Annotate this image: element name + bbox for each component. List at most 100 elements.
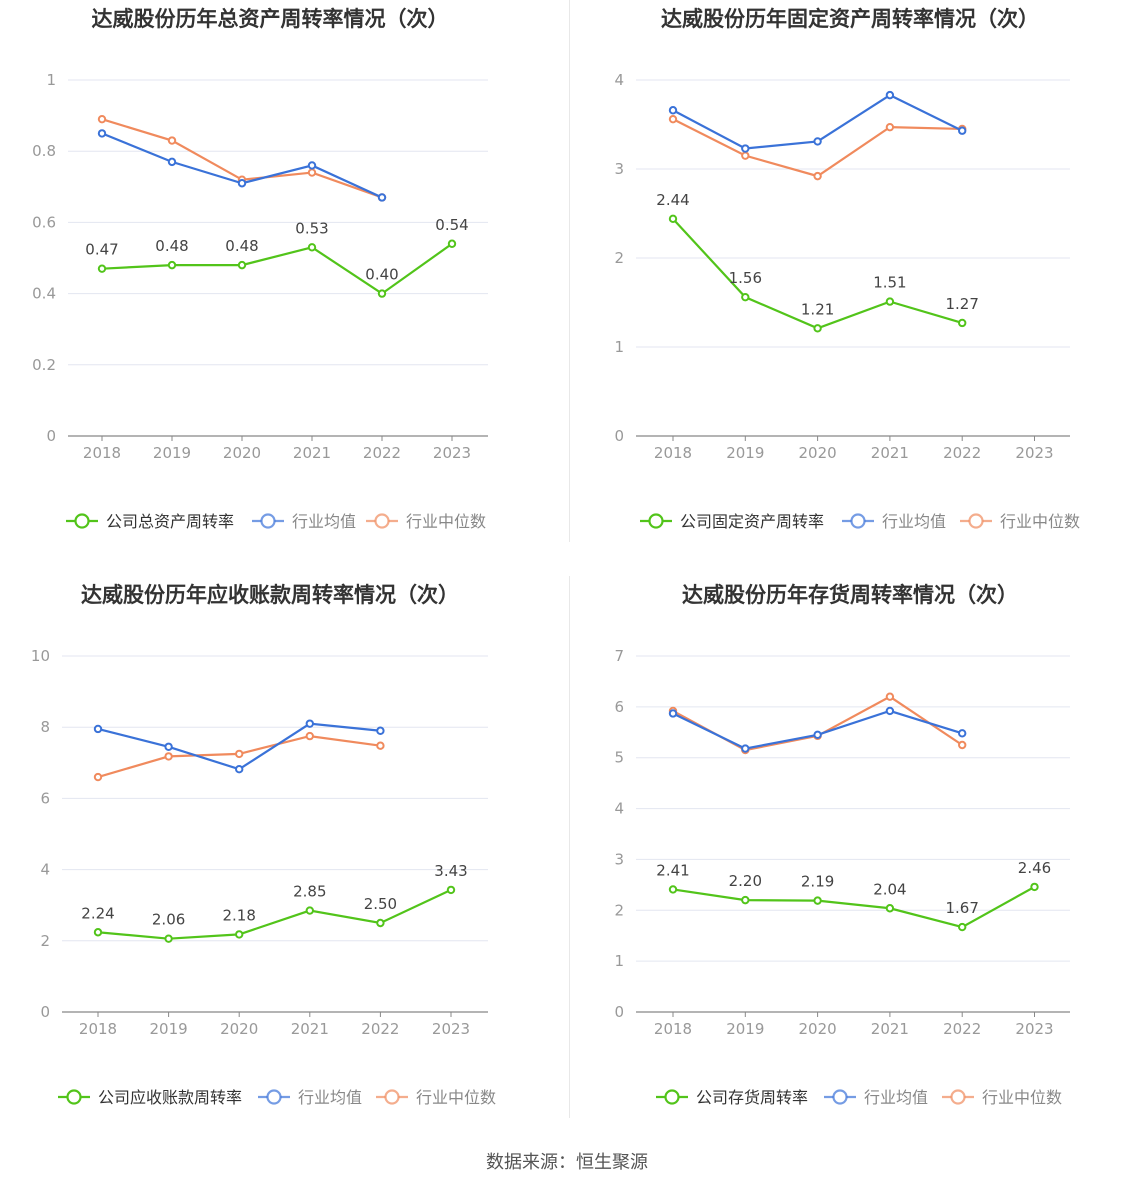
chart-title: 达威股份历年应收账款周转率情况（次） — [81, 583, 459, 607]
legend-marker-avg — [260, 513, 276, 529]
y-tick-label: 0.8 — [32, 142, 56, 160]
data-point-avg — [93, 724, 103, 734]
data-point-avg — [167, 157, 177, 167]
x-tick-label: 2021 — [871, 1020, 909, 1038]
y-tick-label: 4 — [614, 71, 624, 89]
x-tick-label: 2019 — [726, 1020, 764, 1038]
data-label: 0.53 — [295, 219, 328, 237]
legend-label-median: 行业中位数 — [416, 1088, 496, 1107]
chart-panel-receivables: 达威股份历年应收账款周转率情况（次） 0 2 4 6 8 10 2018 2019 2020 202… — [0, 576, 567, 1152]
chart-panel-fixed-assets: 达威股份历年固定资产周转率情况（次） 0 1 2 3 4 2018 2019 2020 2021 2… — [567, 0, 1134, 576]
data-label: 2.04 — [873, 880, 906, 898]
y-tick-label: 5 — [614, 749, 624, 767]
data-point-company — [958, 922, 967, 932]
chart-title: 达威股份历年固定资产周转率情况（次） — [661, 7, 1039, 31]
legend-marker-company — [66, 1089, 82, 1105]
legend-marker-median — [374, 513, 390, 529]
x-tick-label: 2020 — [799, 444, 837, 462]
data-label: 0.48 — [225, 237, 258, 255]
y-tick-label: 0 — [40, 1003, 50, 1021]
legend-marker-company — [664, 1089, 680, 1105]
x-tick-label: 2020 — [220, 1020, 258, 1038]
y-tick-label: 1 — [614, 952, 624, 970]
data-point-company — [885, 297, 895, 306]
data-point-avg — [668, 106, 678, 115]
x-tick-label: 2021 — [293, 444, 331, 462]
data-point-avg — [235, 765, 244, 774]
legend-marker-company — [74, 513, 90, 529]
chart-panel-inventory: 达威股份历年存货周转率情况（次） 0 1 2 3 4 5 6 7 2018 2019 2020 2021… — [567, 576, 1134, 1152]
legend-label-company: 公司固定资产周转率 — [680, 512, 824, 531]
data-label: 2.24 — [81, 904, 114, 922]
data-point-avg — [958, 729, 967, 738]
data-point-avg — [307, 161, 317, 170]
data-point-company — [305, 906, 314, 915]
data-point-median — [741, 151, 750, 160]
data-point-company — [93, 928, 103, 937]
x-tick-label: 2018 — [79, 1020, 117, 1038]
legend-marker-company — [648, 513, 664, 529]
data-point-company — [167, 260, 177, 270]
data-label: 0.47 — [85, 241, 118, 259]
panel-divider-top — [569, 0, 570, 542]
data-point-median — [97, 114, 107, 124]
data-point-avg — [97, 129, 107, 138]
y-tick-label: 2 — [614, 901, 624, 919]
data-label: 1.56 — [729, 269, 762, 287]
chart-receivables-turnover: 达威股份历年应收账款周转率情况（次） 0 2 4 6 8 10 2018 2019 2020 202… — [31, 583, 496, 1107]
series-line-company — [97, 888, 452, 940]
legend-marker-median — [968, 513, 984, 529]
data-point-median — [164, 752, 173, 761]
y-tick-label: 0.4 — [32, 285, 56, 303]
x-tick-label: 2021 — [871, 444, 909, 462]
data-point-avg — [668, 709, 678, 718]
data-point-company — [668, 885, 678, 894]
data-point-company — [447, 239, 457, 248]
legend-marker-median — [950, 1089, 966, 1105]
x-tick-label: 2019 — [150, 1020, 188, 1038]
data-point-median — [305, 731, 314, 741]
data-point-avg — [813, 137, 822, 146]
data-point-company — [1030, 882, 1039, 892]
data-label: 2.19 — [801, 873, 834, 891]
x-tick-label: 2023 — [432, 1020, 470, 1038]
legend-label-median: 行业中位数 — [406, 512, 486, 531]
legend-label-company: 公司总资产周转率 — [106, 512, 234, 531]
data-point-median — [307, 168, 317, 177]
data-point-median — [376, 741, 385, 750]
data-point-avg — [376, 726, 385, 735]
y-tick-label: 0.6 — [32, 213, 56, 231]
data-label: 1.27 — [945, 295, 978, 313]
y-tick-label: 6 — [614, 698, 624, 716]
data-point-median — [885, 122, 895, 132]
y-tick-label: 1 — [46, 71, 56, 89]
data-point-median — [958, 740, 967, 750]
data-point-company — [376, 918, 385, 928]
x-tick-label: 2022 — [943, 444, 981, 462]
data-label: 0.48 — [155, 237, 188, 255]
data-point-avg — [741, 744, 750, 753]
legend-label-company: 公司存货周转率 — [696, 1088, 808, 1107]
data-point-median — [93, 772, 103, 782]
data-label: 2.18 — [222, 906, 255, 924]
y-tick-label: 2 — [40, 932, 50, 950]
data-point-median — [885, 692, 895, 701]
legend-marker-avg — [832, 1089, 848, 1105]
chart-panel-total-assets: 达威股份历年总资产周转率情况（次） 0 0.2 0.4 0.6 0.8 1 2018 2019 2… — [0, 0, 567, 576]
legend-label-median: 行业中位数 — [982, 1088, 1062, 1107]
y-tick-label: 0 — [614, 427, 624, 445]
y-tick-label: 0 — [46, 427, 56, 445]
legend-marker-avg — [850, 513, 866, 529]
data-label: 1.67 — [945, 899, 978, 917]
x-tick-label: 2020 — [799, 1020, 837, 1038]
chart-fixed-assets-turnover: 达威股份历年固定资产周转率情况（次） 0 1 2 3 4 2018 2019 2020 2021 2… — [614, 7, 1080, 531]
chart-title: 达威股份历年总资产周转率情况（次） — [92, 7, 449, 31]
data-point-avg — [305, 719, 314, 728]
y-tick-label: 4 — [40, 861, 50, 879]
x-tick-label: 2018 — [83, 444, 121, 462]
data-label: 2.50 — [364, 895, 397, 913]
x-tick-label: 2019 — [153, 444, 191, 462]
legend-label-avg: 行业均值 — [882, 512, 946, 531]
series-line-median — [672, 118, 963, 178]
legend-label-avg: 行业均值 — [298, 1088, 362, 1107]
